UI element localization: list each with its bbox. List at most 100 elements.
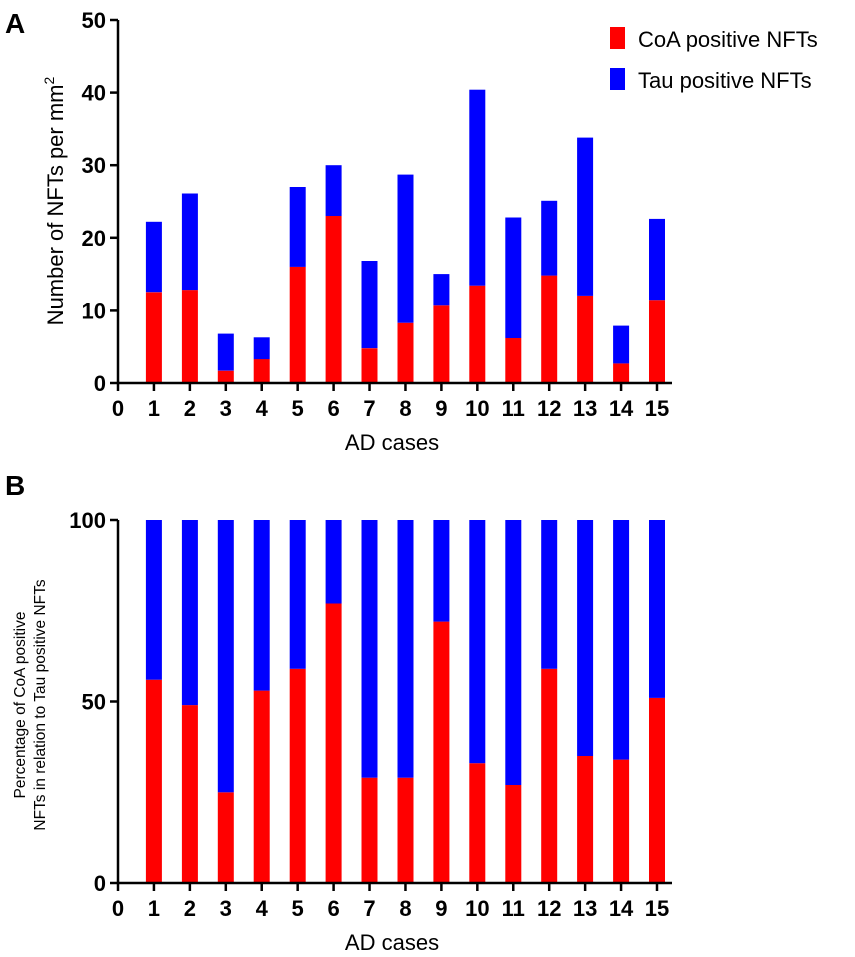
panel-a-bar-coa-case-15 xyxy=(649,300,665,383)
panel-b-x-tick-label: 6 xyxy=(327,896,339,921)
panel-b-x-tick-label: 4 xyxy=(256,896,269,921)
panel-a-bar-coa-case-5 xyxy=(289,266,306,383)
panel-a-y-axis-title-superscript: 2 xyxy=(41,76,57,84)
panel-b-x-tick-label: 13 xyxy=(573,896,597,921)
panel-b-x-tick-label: 11 xyxy=(502,896,525,921)
legend-swatch-tau xyxy=(610,68,625,90)
panel-a-bar-tau-case-7 xyxy=(361,261,378,349)
panel-a-bar-coa-case-7 xyxy=(361,348,378,383)
panel-b-bar-coa-case-13 xyxy=(577,756,594,883)
panel-b-bar-coa-case-9 xyxy=(433,621,450,883)
panel-a-x-tick-label: 10 xyxy=(465,396,489,421)
panel-a-x-tick-label: 7 xyxy=(363,396,375,421)
panel-a-bar-coa-case-12 xyxy=(541,275,558,383)
panel-b-x-tick-label: 10 xyxy=(465,896,489,921)
panel-a-x-tick-label: 11 xyxy=(502,396,525,421)
panel-a-bar-tau-case-12 xyxy=(541,200,558,276)
panel-b-bar-tau-case-9 xyxy=(433,520,450,622)
panel-b-bars xyxy=(145,520,665,884)
panel-a-x-tick-label: 14 xyxy=(609,396,634,421)
panel-a-bar-tau-case-15 xyxy=(649,218,665,301)
panel-b-x-tick-label: 15 xyxy=(645,896,669,921)
panel-a-x-ticks: 0 1 2 3 4 5 6 7 8 9 10 11 12 13 14 15 xyxy=(112,383,669,421)
panel-b-x-axis-title: AD cases xyxy=(345,930,439,955)
panel-b-x-tick-label: 5 xyxy=(292,896,304,921)
panel-a-bar-coa-case-13 xyxy=(577,295,594,383)
legend-label-coa: CoA positive NFTs xyxy=(638,27,818,52)
panel-a-y-tick-label: 30 xyxy=(82,153,106,178)
panel-a-y-axis-title-main: Number of NFTs per mm xyxy=(43,84,68,325)
panel-b-bar-coa-case-11 xyxy=(505,785,522,883)
panel-a-y-tick-label: 50 xyxy=(82,8,106,33)
panel-a-y-axis-title: Number of NFTs per mm2 xyxy=(41,76,68,325)
panel-a-x-axis-title: AD cases xyxy=(345,430,439,455)
panel-b-bar-coa-case-1 xyxy=(145,679,162,883)
panel-b-bar-coa-case-6 xyxy=(325,603,342,883)
panel-a-bar-coa-case-10 xyxy=(469,285,486,383)
panel-b-x-tick-label: 8 xyxy=(399,896,411,921)
panel-b-bar-tau-case-15 xyxy=(649,520,665,698)
panel-b-x-tick-label: 3 xyxy=(220,896,232,921)
panel-a-x-tick-label: 9 xyxy=(435,396,447,421)
panel-a-bar-tau-case-13 xyxy=(577,137,594,296)
panel-a-y-tick-label: 40 xyxy=(82,81,106,106)
panel-a-bar-tau-case-9 xyxy=(433,274,450,306)
panel-a-bars xyxy=(145,89,665,384)
panel-a-y-tick-label: 10 xyxy=(82,298,106,323)
panel-b-bar-coa-case-4 xyxy=(253,690,270,883)
panel-b-bar-coa-case-14 xyxy=(613,759,630,883)
panel-b-label: B xyxy=(5,470,25,501)
panel-a-x-tick-label: 13 xyxy=(573,396,597,421)
panel-a-bar-tau-case-2 xyxy=(181,193,198,291)
legend-label-tau: Tau positive NFTs xyxy=(638,68,812,93)
panel-b-bar-tau-case-1 xyxy=(145,520,162,680)
panel-b-bar-coa-case-3 xyxy=(217,792,234,884)
panel-a-x-tick-label: 12 xyxy=(537,396,561,421)
panel-b-x-tick-label: 9 xyxy=(435,896,447,921)
panel-b-bar-tau-case-8 xyxy=(397,520,414,778)
panel-b-y-ticks: 0 50 100 xyxy=(69,508,118,896)
legend-swatch-coa xyxy=(610,27,625,49)
panel-a-bar-coa-case-1 xyxy=(145,292,162,384)
panel-b-x-tick-label: 12 xyxy=(537,896,561,921)
panel-b-bar-coa-case-8 xyxy=(397,777,414,883)
panel-b-y-axis-title-line1: Percentage of CoA positive xyxy=(12,612,29,799)
panel-a-bar-tau-case-1 xyxy=(145,221,162,293)
panel-a-x-tick-label: 15 xyxy=(645,396,669,421)
panel-b-x-tick-label: 14 xyxy=(609,896,634,921)
panel-a-bar-tau-case-3 xyxy=(217,333,234,371)
panel-b-bar-coa-case-12 xyxy=(541,668,558,883)
panel-a-bar-tau-case-10 xyxy=(469,89,486,286)
panel-b-bar-coa-case-7 xyxy=(361,777,378,883)
panel-b-x-tick-label: 2 xyxy=(184,896,196,921)
panel-a-bar-coa-case-8 xyxy=(397,322,414,383)
panel-a-bar-coa-case-14 xyxy=(613,363,630,383)
panel-b-bar-tau-case-6 xyxy=(325,520,342,604)
panel-b-x-ticks: 0 1 2 3 4 5 6 7 8 9 10 11 12 13 14 15 xyxy=(112,883,669,921)
panel-a-y-tick-label: 20 xyxy=(82,226,106,251)
panel-b-y-tick-label: 50 xyxy=(82,690,106,715)
panel-a-bar-coa-case-4 xyxy=(253,359,270,383)
panel-b-x-tick-label: 7 xyxy=(363,896,375,921)
panel-a-bar-coa-case-3 xyxy=(217,370,234,383)
panel-a-x-tick-label: 3 xyxy=(220,396,232,421)
legend: CoA positive NFTs Tau positive NFTs xyxy=(610,27,818,93)
panel-a-bar-tau-case-5 xyxy=(289,187,306,267)
panel-b-bar-tau-case-2 xyxy=(181,520,198,706)
panel-b-bar-tau-case-12 xyxy=(541,520,558,669)
panel-a-bar-tau-case-14 xyxy=(613,325,630,364)
panel-b-bar-tau-case-11 xyxy=(505,520,522,785)
panel-a-bar-coa-case-2 xyxy=(181,290,198,383)
panel-a-label: A xyxy=(5,8,25,39)
panel-b-bar-tau-case-10 xyxy=(469,520,486,764)
panel-b-x-tick-label: 0 xyxy=(112,896,124,921)
panel-b-bar-tau-case-7 xyxy=(361,520,378,778)
panel-a-bar-coa-case-11 xyxy=(505,338,522,383)
panel-a-bar-tau-case-6 xyxy=(325,165,342,216)
panel-a-bar-coa-case-6 xyxy=(325,216,342,383)
panel-a-bar-tau-case-4 xyxy=(253,337,270,360)
panel-a-bar-tau-case-11 xyxy=(505,217,522,338)
